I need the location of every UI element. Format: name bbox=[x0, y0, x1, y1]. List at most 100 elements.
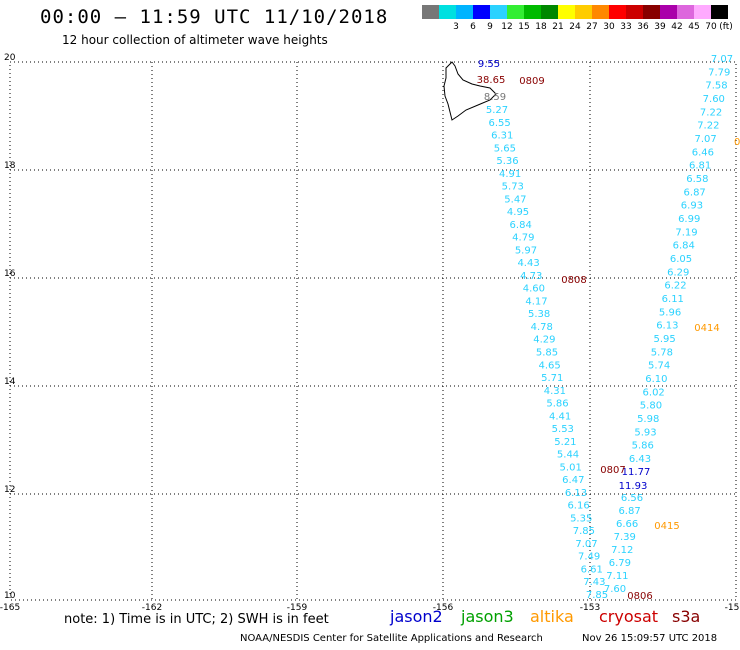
scale-swatch bbox=[592, 5, 609, 19]
wave-value: 4.78 bbox=[531, 322, 553, 333]
wave-value: 5.98 bbox=[637, 414, 659, 425]
scale-swatch bbox=[626, 5, 643, 19]
latitude-label: 14 bbox=[4, 377, 16, 387]
wave-value: 5.38 bbox=[528, 309, 550, 320]
wave-value: 7.85 bbox=[586, 590, 608, 601]
time-label: 0806 bbox=[627, 591, 652, 602]
map-grid bbox=[9, 61, 737, 601]
wave-value: 7.22 bbox=[697, 121, 719, 132]
wave-value: 6.79 bbox=[609, 558, 631, 569]
wave-value: 5.71 bbox=[541, 373, 563, 384]
scale-unit: (ft) bbox=[719, 22, 733, 32]
wave-values: 5.27 6.55 6.315.65 5.36 4.91 5.735.47 4.95 6.84… bbox=[477, 54, 733, 601]
credit-text: NOAA/NESDIS Center for Satellite Applica… bbox=[240, 633, 543, 644]
wave-value: 5.74 bbox=[648, 361, 670, 372]
wave-value: 6.22 bbox=[664, 281, 686, 292]
longitude-label: -153 bbox=[580, 603, 600, 613]
wave-value: 5.93 bbox=[634, 427, 656, 438]
longitude-label: -156 bbox=[433, 603, 454, 613]
scale-label: 45 bbox=[688, 22, 700, 32]
wave-value: 5.86 bbox=[632, 441, 654, 452]
wave-value: 6.16 bbox=[567, 501, 589, 512]
wave-value: 6.61 bbox=[581, 564, 603, 575]
scale-swatch bbox=[677, 5, 694, 19]
wave-value: 4.73 bbox=[520, 271, 542, 282]
scale-label: 18 bbox=[535, 22, 547, 32]
wave-value: 4.65 bbox=[538, 360, 560, 371]
legend-altika: altika bbox=[530, 607, 574, 626]
wave-value: 7.58 bbox=[705, 81, 727, 92]
wave-value: 5.97 bbox=[515, 245, 537, 256]
scale-swatch bbox=[422, 5, 439, 19]
scale-swatch bbox=[609, 5, 626, 19]
scale-label: 12 bbox=[501, 22, 513, 32]
wave-value: 5.86 bbox=[546, 399, 568, 410]
scale-label: 70 bbox=[705, 22, 717, 32]
island-outline bbox=[443, 61, 497, 121]
scale-swatch bbox=[558, 5, 575, 19]
wave-value: 4.60 bbox=[523, 284, 545, 295]
scale-label: 15 bbox=[518, 22, 530, 32]
longitude-label: -15 bbox=[725, 603, 740, 613]
wave-value: 9.55 bbox=[478, 59, 500, 70]
legend-jason3: jason3 bbox=[461, 607, 514, 626]
wave-value: 7.60 bbox=[604, 584, 626, 595]
wave-value: 7.07 bbox=[694, 134, 716, 145]
scale-label: 30 bbox=[603, 22, 615, 32]
wave-value: 11.93 bbox=[619, 481, 648, 492]
scale-label: 6 bbox=[470, 22, 476, 32]
wave-value: 4.17 bbox=[525, 296, 547, 307]
wave-value: 6.46 bbox=[692, 147, 714, 158]
wave-value: 7.60 bbox=[703, 94, 725, 105]
wave-value: 7.11 bbox=[606, 571, 628, 582]
wave-value: 6.84 bbox=[510, 220, 532, 231]
longitude-label: -159 bbox=[287, 603, 308, 613]
scale-swatch bbox=[643, 5, 660, 19]
wave-value: 6.55 bbox=[488, 118, 510, 129]
wave-value: 6.43 bbox=[629, 454, 651, 465]
wave-value: 7.85 bbox=[573, 526, 595, 537]
wave-value: 5.27 bbox=[486, 105, 508, 116]
wave-value: 6.56 bbox=[621, 493, 643, 504]
wave-value: 5.73 bbox=[502, 182, 524, 193]
wave-value: 6.13 bbox=[565, 488, 587, 499]
wave-value: 4.43 bbox=[517, 258, 539, 269]
page-subtitle: 12 hour collection of altimeter wave hei… bbox=[62, 33, 328, 47]
time-label: 0 bbox=[734, 137, 740, 148]
scale-label: 3 bbox=[453, 22, 459, 32]
scale-swatch bbox=[439, 5, 456, 19]
time-label: 0807 bbox=[600, 465, 625, 476]
scale-swatch bbox=[694, 5, 711, 19]
wave-value: 7.22 bbox=[700, 107, 722, 118]
latitude-label: 12 bbox=[4, 485, 15, 495]
wave-value: 5.95 bbox=[653, 334, 675, 345]
wave-value: 4.31 bbox=[544, 386, 566, 397]
wave-value: 5.78 bbox=[651, 347, 673, 358]
wave-value: 6.05 bbox=[670, 254, 692, 265]
wave-value: 5.44 bbox=[557, 450, 579, 461]
wave-value: 7.79 bbox=[708, 67, 730, 78]
wave-value: 5.85 bbox=[536, 348, 558, 359]
scale-label: 42 bbox=[671, 22, 683, 32]
scale-label: 27 bbox=[586, 22, 598, 32]
scale-swatch bbox=[456, 5, 473, 19]
time-labels: 0809 0808 0807 0806 0414 0415 0 bbox=[519, 76, 740, 602]
wave-value: 5.21 bbox=[554, 437, 576, 448]
coastline bbox=[443, 61, 497, 121]
note-text: note: 1) Time is in UTC; 2) SWH is in fe… bbox=[64, 612, 329, 627]
scale-swatch bbox=[711, 5, 728, 19]
wave-value: 4.41 bbox=[549, 411, 571, 422]
scale-label: 33 bbox=[620, 22, 632, 32]
wave-value: 6.13 bbox=[656, 321, 678, 332]
page-title: 00:00 – 11:59 UTC 11/10/2018 bbox=[40, 6, 389, 28]
longitude-label: -165 bbox=[0, 603, 20, 613]
wave-value: 6.66 bbox=[616, 519, 638, 530]
wave-value: 5.36 bbox=[496, 156, 518, 167]
wave-value: 5.35 bbox=[570, 513, 592, 524]
scale-swatch bbox=[660, 5, 677, 19]
wave-value: 5.53 bbox=[552, 424, 574, 435]
wave-value: 6.47 bbox=[562, 475, 584, 486]
wave-value: 5.80 bbox=[640, 401, 662, 412]
wave-value: 7.12 bbox=[611, 545, 633, 556]
